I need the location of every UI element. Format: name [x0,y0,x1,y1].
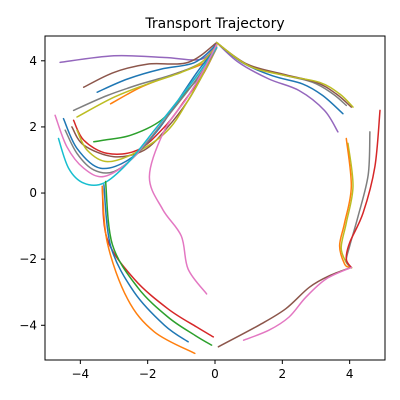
x-tick-label: 4 [346,367,354,381]
series-layer [54,41,381,355]
trajectory-line-22 [338,137,353,269]
trajectory-line-16 [215,41,339,133]
trajectory-line-10 [76,46,218,163]
axes-layer: −4 −2 0 2 4 4 2 0 −2 −4 [19,35,386,381]
trajectory-line-24 [345,109,381,269]
trajectory-line-28 [104,180,213,346]
trajectory-line-30 [101,185,196,355]
x-tick-label: 0 [211,367,219,381]
trajectory-line-20 [215,41,354,108]
trajectory-line-6 [76,45,218,118]
trajectory-line-29 [103,184,189,343]
x-tick-label: −2 [139,367,157,381]
y-tick-label: −4 [19,318,37,332]
y-tick-label: 2 [29,120,37,134]
x-tick-label: −4 [71,367,89,381]
trajectory-line-25 [217,266,353,348]
trajectory-line-2 [82,41,218,88]
trajectory-line-3 [96,43,218,93]
x-tick-label: 2 [279,367,287,381]
y-tick-label: 0 [29,186,37,200]
y-tick-label: −2 [19,252,37,266]
trajectory-line-14 [57,46,218,187]
trajectory-line-26 [242,266,353,341]
y-tick-label: 4 [29,54,37,68]
trajectory-line-15 [148,43,218,295]
chart-title: Transport Trajectory [144,16,284,32]
